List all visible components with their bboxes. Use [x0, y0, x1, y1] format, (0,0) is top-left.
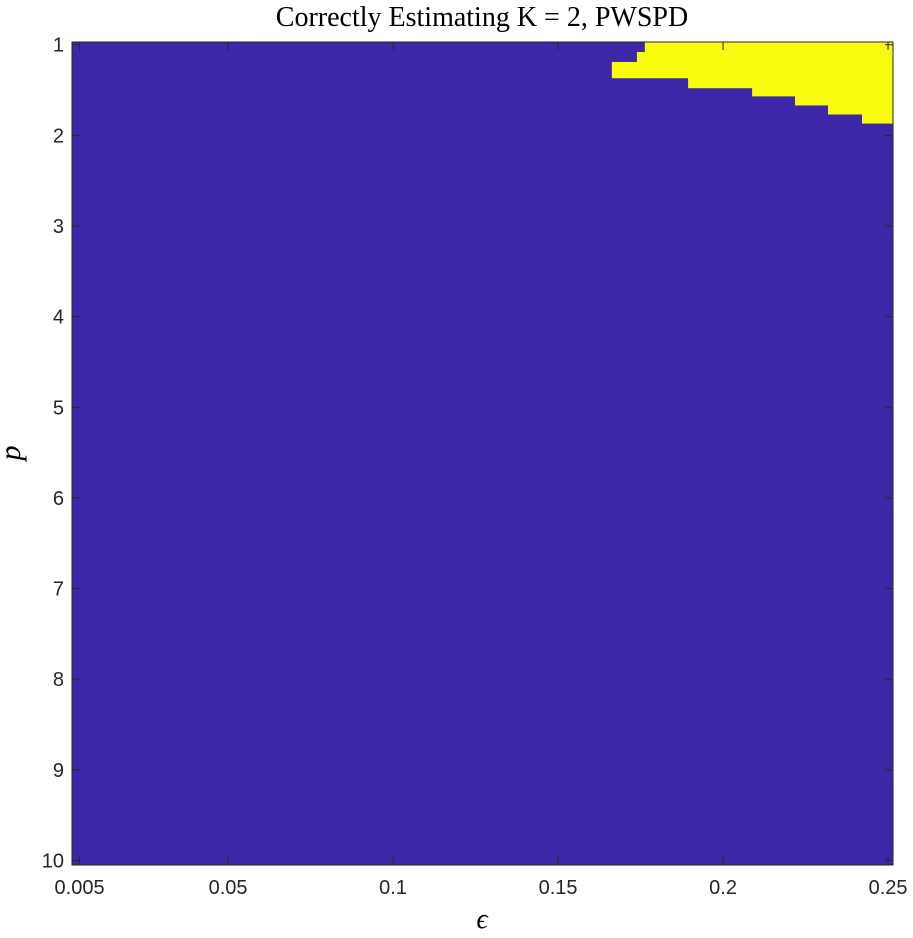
heatmap-region	[636, 51, 646, 79]
y-tick-label: 1	[53, 35, 64, 57]
plot-frame	[71, 41, 894, 866]
heatmap-region	[827, 42, 863, 115]
y-tick-label: 6	[53, 488, 64, 510]
x-tick-label: 0.005	[55, 877, 105, 899]
x-tick-label: 0.15	[539, 877, 578, 899]
y-tick-label: 9	[53, 760, 64, 782]
x-tick-label: 0.2	[709, 877, 737, 899]
y-tick-label: 7	[53, 579, 64, 601]
x-tick-label: 0.1	[379, 877, 407, 899]
y-tick-label: 8	[53, 669, 64, 691]
y-tick-label: 5	[53, 397, 64, 419]
y-tick-label: 4	[53, 307, 64, 329]
heatmap-region	[611, 61, 638, 79]
y-axis-label: p	[0, 446, 27, 463]
heatmap-background	[72, 42, 893, 865]
heatmap-region	[688, 42, 753, 89]
heatmap-region	[794, 42, 829, 106]
y-tick-label: 2	[53, 125, 64, 147]
x-tick-label: 0.25	[869, 877, 908, 899]
heatmap-region	[752, 42, 796, 97]
y-tick-label: 10	[42, 850, 64, 872]
y-tick-label: 3	[53, 216, 64, 238]
chart-title: Correctly Estimating K = 2, PWSPD	[276, 2, 688, 33]
heatmap-region	[861, 42, 894, 124]
x-tick-label: 0.05	[209, 877, 248, 899]
heatmap-region	[644, 42, 689, 79]
x-axis-label: ϵ	[476, 904, 489, 935]
